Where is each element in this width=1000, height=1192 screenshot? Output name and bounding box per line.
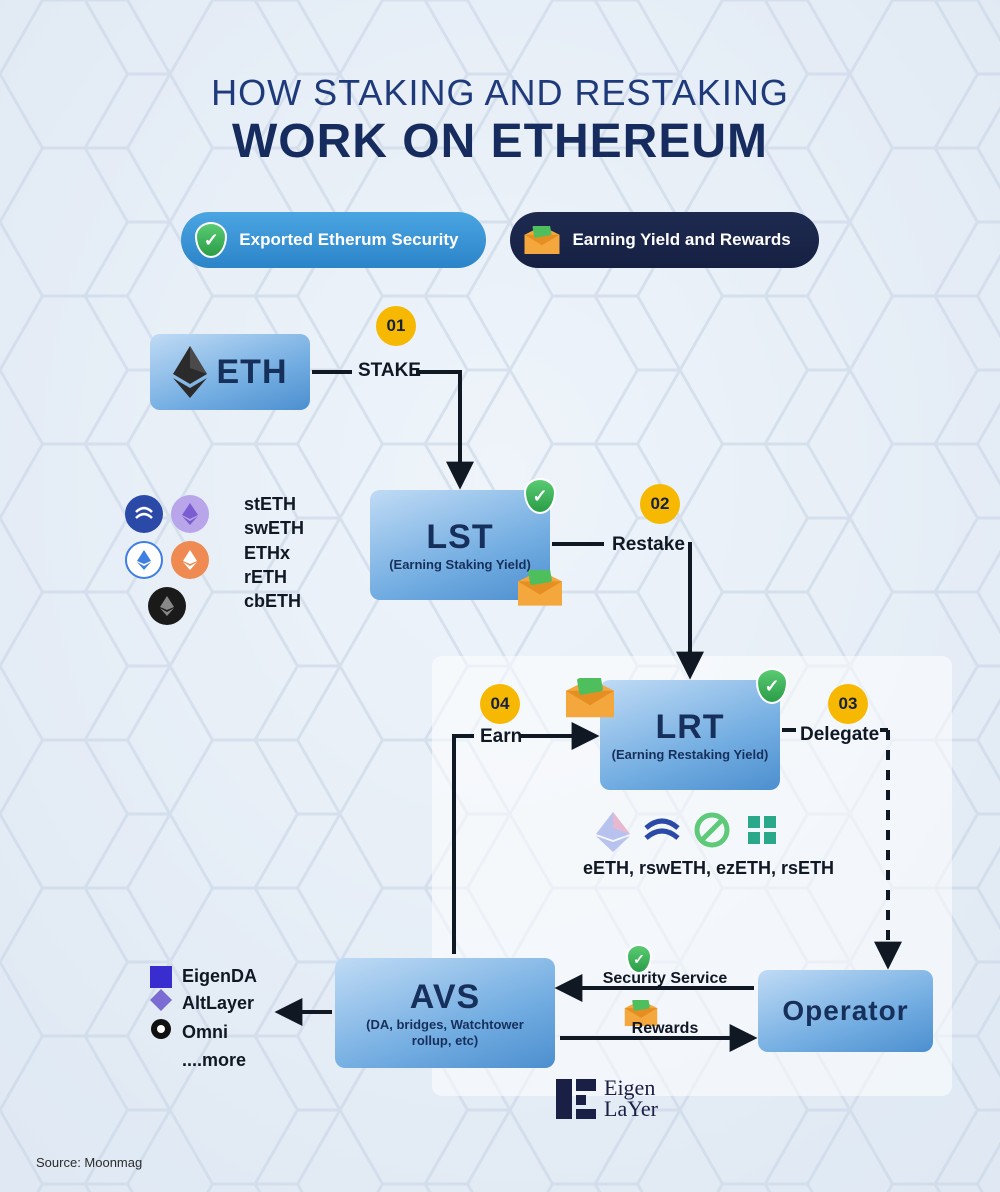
list-item: ....more	[150, 1048, 257, 1073]
source-caption: Source: Moonmag	[36, 1155, 142, 1170]
title-line2: WORK ON ETHEREUM	[0, 114, 1000, 169]
step-label-delegate: Delegate	[800, 724, 879, 746]
list-item: cbETH	[244, 589, 304, 613]
avs-list: EigenDA AltLayer Omni ....more	[150, 964, 257, 1073]
lst-token-icons	[112, 495, 222, 625]
ethereum-icon	[173, 346, 207, 398]
step-badge-03: 03	[828, 684, 868, 724]
box-operator-title: Operator	[782, 995, 908, 1027]
box-eth: ETH	[150, 334, 310, 410]
diamond-icon	[150, 989, 172, 1018]
coin-icon	[125, 541, 163, 579]
lst-token-list: stETH swETH ETHx rETH cbETH	[244, 492, 304, 613]
box-avs: AVS (DA, bridges, Watchtower rollup, etc…	[335, 958, 555, 1068]
step-label-restake: Restake	[612, 534, 685, 556]
box-lrt-sub: (Earning Restaking Yield)	[612, 747, 769, 763]
list-item: rETH	[244, 565, 304, 589]
shield-icon: ✓	[195, 222, 227, 258]
coin-icon	[125, 495, 163, 533]
list-item: stETH	[244, 492, 304, 516]
step-badge-02: 02	[640, 484, 680, 524]
coin-icon	[596, 812, 630, 852]
shield-icon: ✓	[524, 478, 556, 514]
legend-rewards: Earning Yield and Rewards	[510, 212, 818, 268]
box-avs-sub: (DA, bridges, Watchtower rollup, etc)	[335, 1017, 555, 1048]
label-security-service: Security Service	[600, 970, 730, 988]
legend-rewards-label: Earning Yield and Rewards	[572, 230, 790, 250]
list-item: ETHx	[244, 541, 304, 565]
step-badge-01: 01	[376, 306, 416, 346]
label-rewards: Rewards	[610, 1020, 720, 1038]
list-item: EigenDA	[150, 964, 257, 989]
lrt-token-label: eETH, rswETH, ezETH, rsETH	[583, 858, 834, 879]
box-operator: Operator	[758, 970, 933, 1052]
box-lrt-title: LRT	[655, 708, 724, 747]
step-label-earn: Earn	[480, 726, 522, 748]
legend-security: ✓ Exported Etherum Security	[181, 212, 486, 268]
title-block: HOW STAKING AND RESTAKING WORK ON ETHERE…	[0, 72, 1000, 169]
envelope-icon	[518, 570, 562, 606]
box-avs-title: AVS	[410, 978, 480, 1017]
box-eth-title: ETH	[217, 353, 288, 392]
box-lst-sub: (Earning Staking Yield)	[389, 557, 531, 573]
eigenlayer-brand: EigenLaYer	[556, 1078, 658, 1120]
legend-row: ✓ Exported Etherum Security Earning Yiel…	[0, 212, 1000, 268]
coin-icon	[744, 812, 780, 848]
circle-icon	[150, 1018, 172, 1047]
list-item: swETH	[244, 516, 304, 540]
legend-security-label: Exported Etherum Security	[239, 230, 458, 250]
envelope-icon	[524, 226, 560, 254]
square-icon	[150, 966, 172, 988]
coin-icon	[148, 587, 186, 625]
box-lrt: LRT (Earning Restaking Yield)	[600, 680, 780, 790]
box-lst-title: LST	[426, 518, 493, 557]
coin-icon	[171, 541, 209, 579]
eigenlayer-icon	[556, 1079, 596, 1119]
coin-icon	[694, 812, 730, 848]
coin-icon	[644, 812, 680, 848]
step-badge-04: 04	[480, 684, 520, 724]
step-label-stake: STAKE	[358, 360, 421, 382]
lrt-token-icons	[596, 812, 780, 852]
title-line1: HOW STAKING AND RESTAKING	[0, 72, 1000, 114]
coin-icon	[171, 495, 209, 533]
list-item: Omni	[150, 1018, 257, 1047]
envelope-icon	[566, 678, 614, 718]
list-item: AltLayer	[150, 989, 257, 1018]
